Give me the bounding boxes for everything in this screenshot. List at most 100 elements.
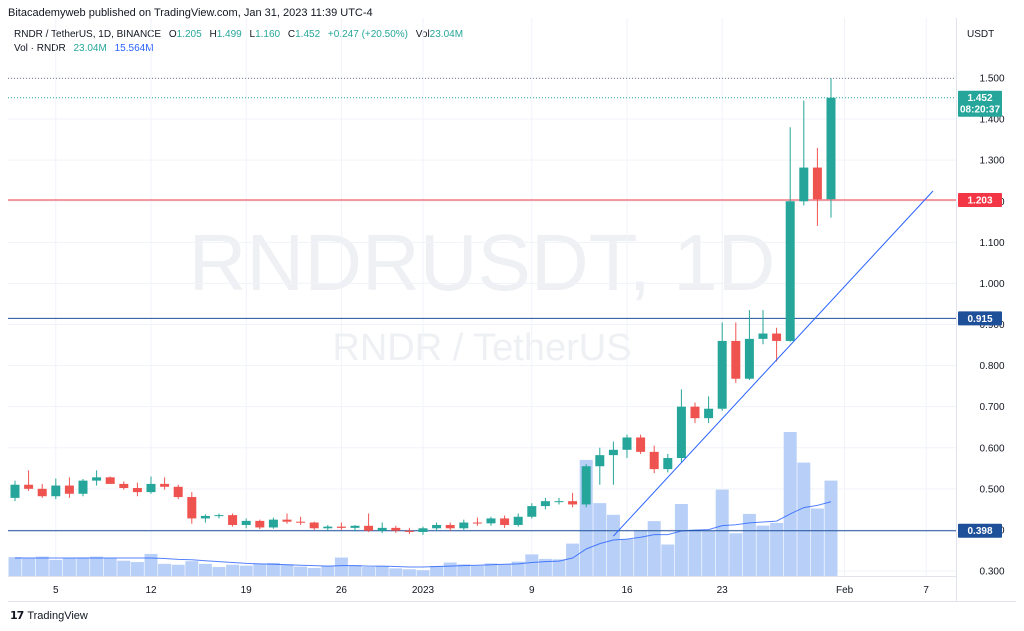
footer-brand: 17 TradingView xyxy=(10,609,88,622)
volume-bar xyxy=(566,543,580,576)
candle-body xyxy=(187,497,197,519)
axes: 0.3000.4000.5000.6000.7000.8000.9001.000… xyxy=(8,18,1016,602)
volume-bar xyxy=(35,556,49,576)
candle-body xyxy=(10,484,20,498)
volume-bar xyxy=(280,564,294,576)
candle-body xyxy=(472,522,482,524)
symbol-watermark: RNDRUSDT, 1D RNDR / TetherUS xyxy=(189,218,776,369)
trend-line[interactable] xyxy=(613,190,934,537)
horizontal-levels xyxy=(8,77,956,532)
volume-bar xyxy=(606,514,620,576)
candle-body xyxy=(676,406,686,459)
candle-body xyxy=(513,516,523,525)
volume-bar xyxy=(307,567,321,576)
candle-body xyxy=(146,483,156,493)
candle-body xyxy=(200,515,210,519)
volume-bar xyxy=(130,562,144,576)
candle-body xyxy=(418,528,428,532)
candle-body xyxy=(826,97,836,200)
candle-body xyxy=(105,477,115,484)
x-tick-label: 2023 xyxy=(412,585,435,596)
price-tag-label: 1.203 xyxy=(967,196,992,207)
candle-body xyxy=(51,485,61,497)
volume-bar xyxy=(158,563,172,576)
candle-body xyxy=(92,477,102,481)
price-tag-countdown: 08:20:37 xyxy=(960,105,1000,116)
candle-body xyxy=(772,333,782,341)
candle-body xyxy=(595,455,605,467)
volume-bar xyxy=(144,553,158,576)
tradingview-logo-icon: 17 xyxy=(10,609,24,622)
volume-bar xyxy=(321,565,335,576)
footer-brand-name: TradingView xyxy=(27,609,88,622)
volume-bar xyxy=(620,539,634,576)
x-tick-label: 12 xyxy=(145,585,157,596)
candle-body xyxy=(64,485,74,494)
x-tick-label: 16 xyxy=(621,585,633,596)
volume-bar xyxy=(76,557,90,576)
candle-body xyxy=(364,525,374,531)
candle-body xyxy=(622,437,632,450)
candle-body xyxy=(255,520,265,528)
candle-body xyxy=(241,520,251,525)
candle-body xyxy=(717,340,727,409)
volume-bar xyxy=(389,568,403,576)
price-tag-label: 0.915 xyxy=(967,314,992,325)
volume-bar xyxy=(661,544,675,576)
trend-lines[interactable] xyxy=(613,190,934,537)
volume-bar xyxy=(117,560,131,576)
candle-body xyxy=(704,408,714,419)
candle-body xyxy=(568,501,578,505)
price-axis-currency: USDT xyxy=(967,29,995,40)
volume-bar xyxy=(8,557,22,576)
x-tick-label: Feb xyxy=(836,585,854,596)
grid xyxy=(8,18,956,576)
candle-body xyxy=(391,527,401,531)
volume-bar xyxy=(212,567,226,576)
y-tick-label: 0.500 xyxy=(979,484,1004,495)
volume-legend: Vol · RNDR 23.04M 15.564M xyxy=(14,43,154,54)
volume-bar xyxy=(62,558,76,576)
volume-bar xyxy=(253,563,267,576)
volume-bar xyxy=(647,521,661,576)
price-tag xyxy=(958,311,1002,326)
legend-change: +0.247 (+20.50%) xyxy=(327,29,408,40)
watermark-line1: RNDRUSDT, 1D xyxy=(189,218,776,307)
y-tick-label: 0.900 xyxy=(979,320,1004,331)
volume-bar xyxy=(797,462,811,576)
legend-symbol[interactable]: RNDR / TetherUS, 1D, BINANCE xyxy=(14,29,162,40)
candle-body xyxy=(812,167,822,200)
candle-body xyxy=(173,486,183,498)
y-tick-label: 0.800 xyxy=(979,361,1004,372)
volume-bar xyxy=(171,564,185,576)
volume-bar xyxy=(375,566,389,576)
price-tag xyxy=(958,193,1002,208)
volume-bar xyxy=(90,556,104,576)
volume-bar xyxy=(103,558,117,576)
x-tick-label: 26 xyxy=(336,585,348,596)
legend-vol-series[interactable]: Vol · RNDR xyxy=(14,43,66,54)
y-tick-label: 1.500 xyxy=(979,74,1004,85)
volume-bar xyxy=(688,529,702,576)
candle-body xyxy=(758,333,768,339)
candle-body xyxy=(24,484,34,489)
candle-body xyxy=(228,515,238,525)
legend-close: 1.452 xyxy=(295,29,321,40)
volume-bar xyxy=(824,480,838,576)
candles xyxy=(10,78,836,535)
volume-bar xyxy=(362,567,376,576)
candle-body xyxy=(78,480,88,494)
legend-open-label: O xyxy=(168,29,177,40)
volume-bar xyxy=(634,530,648,576)
volume-bar xyxy=(756,525,770,576)
candle-body xyxy=(350,525,360,528)
candle-body xyxy=(649,451,659,470)
candle-body xyxy=(581,466,591,505)
volume-bar xyxy=(715,489,729,576)
volume-bar xyxy=(498,564,512,576)
candle-body xyxy=(690,406,700,419)
y-tick-label: 1.000 xyxy=(979,279,1004,290)
volume-bar xyxy=(294,566,308,576)
volume-bar xyxy=(402,569,416,576)
